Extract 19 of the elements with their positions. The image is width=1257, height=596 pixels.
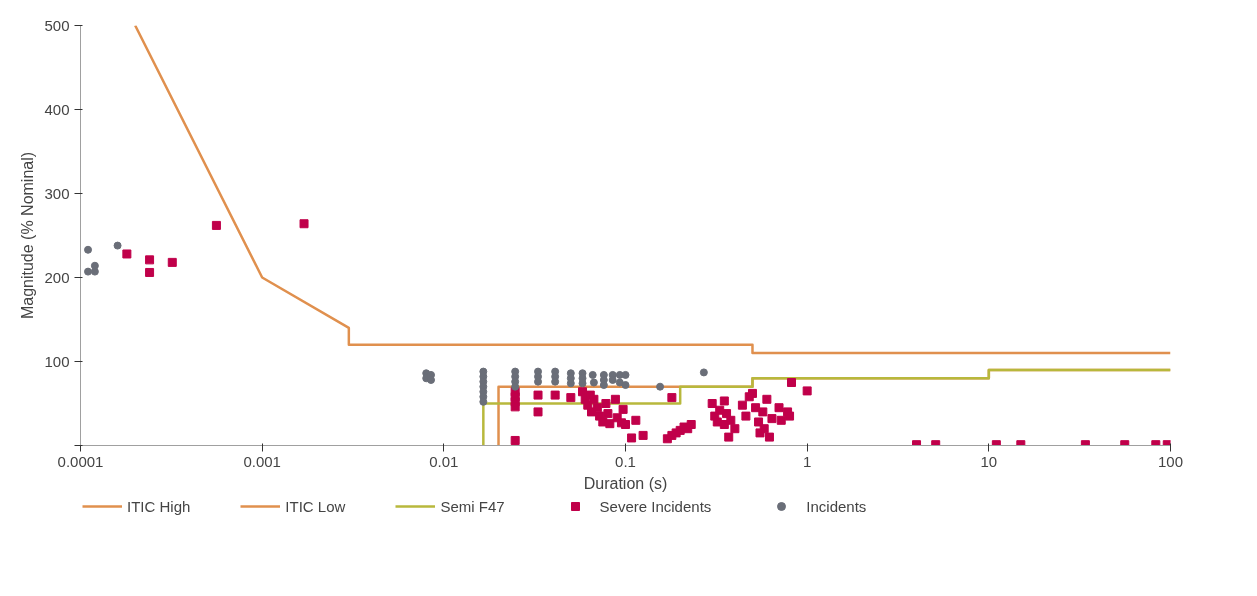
y-tick-label: 300 [44, 184, 70, 202]
x-tick-label: 0.0001 [57, 452, 104, 470]
y-axis-title: Magnitude (% Nominal) [19, 151, 37, 320]
y-tick-label: 100 [44, 352, 70, 370]
x-axis-title: Duration (s) [583, 474, 668, 492]
legend-label: ITIC High [127, 497, 191, 515]
legend-label: Semi F47 [440, 497, 505, 515]
x-tick-label: 10 [980, 452, 998, 470]
legend-label: ITIC Low [285, 497, 346, 515]
x-tick-label: 0.1 [615, 452, 636, 470]
y-tick-label: 500 [44, 16, 70, 34]
x-tick-label: 0.01 [429, 452, 459, 470]
legend-label: Severe Incidents [599, 497, 712, 515]
y-tick-label: 400 [44, 100, 70, 118]
legend-label: Incidents [806, 497, 867, 515]
x-tick-label: 100 [1157, 452, 1184, 470]
x-tick-label: 1 [803, 452, 812, 470]
y-tick-label: 200 [44, 268, 70, 286]
x-tick-label: 0.001 [243, 452, 281, 470]
